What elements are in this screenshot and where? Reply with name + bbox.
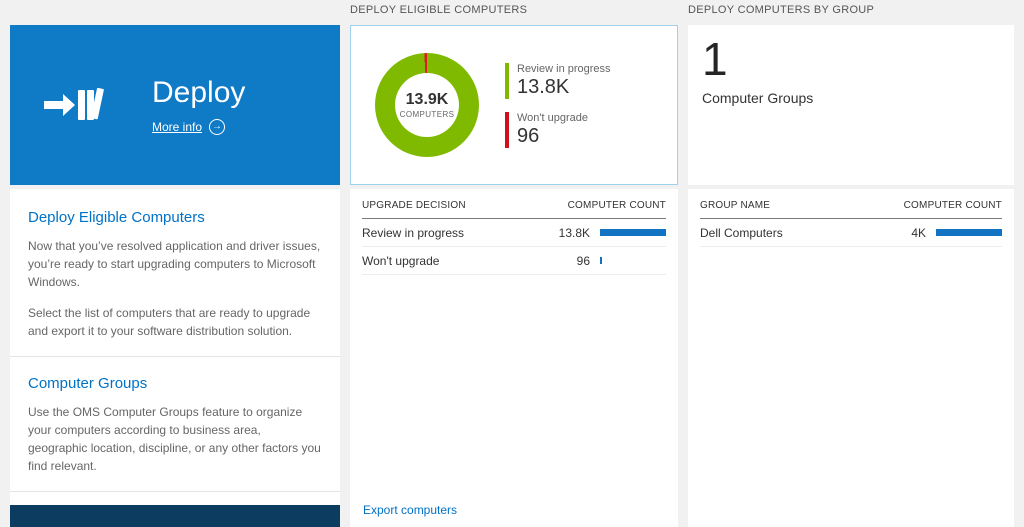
- row-label: Won't upgrade: [362, 253, 440, 268]
- deploy-icon: [42, 82, 104, 128]
- group-count: 1: [702, 33, 728, 85]
- table-row[interactable]: Review in progress 13.8K: [362, 219, 666, 247]
- eligible-computers-tile[interactable]: 13.9K COMPUTERS Review in progress 13.8K…: [350, 25, 678, 185]
- computer-groups-tile[interactable]: 1 Computer Groups: [688, 25, 1014, 185]
- row-bar-cell: [600, 257, 666, 264]
- donut-hole: [395, 73, 459, 137]
- count-bar: [936, 229, 1002, 236]
- legend-label: Review in progress: [517, 62, 611, 75]
- donut-center: 13.9K COMPUTERS: [375, 53, 479, 157]
- row-value: 4K: [911, 225, 926, 240]
- column-header-upgrade-decision: UPGRADE DECISION: [362, 200, 466, 211]
- section-heading-eligible: Deploy Eligible Computers: [28, 209, 205, 226]
- legend-wont-upgrade: Won't upgrade 96: [505, 111, 611, 148]
- deploy-tile-text: Deploy More info →: [152, 76, 245, 135]
- section-paragraph: Select the list of computers that are re…: [28, 306, 311, 338]
- legend-review-in-progress: Review in progress 13.8K: [505, 62, 611, 99]
- group-count-label: Computer Groups: [702, 89, 814, 106]
- row-bar-cell: [936, 229, 1002, 236]
- donut-total-label: COMPUTERS: [399, 110, 455, 119]
- row-bar-cell: [600, 229, 666, 236]
- section-heading-groups: Computer Groups: [28, 375, 148, 392]
- donut-total-value: 13.9K: [405, 91, 449, 108]
- section-paragraph: Now that you’ve resolved application and…: [28, 239, 321, 289]
- column-header-computer-count: COMPUTER COUNT: [567, 200, 666, 211]
- upgrade-decision-table-panel: UPGRADE DECISION COMPUTER COUNT Review i…: [350, 189, 678, 527]
- right-column-header: DEPLOY COMPUTERS BY GROUP: [688, 4, 875, 16]
- deploy-tile[interactable]: Deploy More info →: [10, 25, 340, 185]
- row-label: Dell Computers: [700, 225, 783, 240]
- section-divider: [10, 356, 340, 357]
- table-row[interactable]: Dell Computers 4K: [700, 219, 1002, 247]
- tile-title: Deploy: [152, 75, 246, 109]
- deploy-info-card: Deploy Eligible Computers Now that you’v…: [10, 189, 340, 505]
- section-paragraph: Use the OMS Computer Groups feature to o…: [28, 405, 321, 473]
- footer-strip: [10, 505, 340, 527]
- computers-by-group-column: 1 Computer Groups GROUP NAME COMPUTER CO…: [688, 25, 1014, 527]
- legend-label: Won't upgrade: [517, 111, 589, 124]
- table-header: UPGRADE DECISION COMPUTER COUNT: [362, 189, 666, 219]
- arrow-circle-icon: →: [209, 118, 226, 135]
- computers-donut-chart: 13.9K COMPUTERS: [375, 53, 479, 157]
- row-label: Review in progress: [362, 225, 465, 240]
- eligible-computers-column: 13.9K COMPUTERS Review in progress 13.8K…: [350, 25, 678, 527]
- table-header: GROUP NAME COMPUTER COUNT: [700, 189, 1002, 219]
- more-info-label: More info: [152, 119, 203, 134]
- count-bar: [600, 229, 666, 236]
- more-info-link[interactable]: More info →: [152, 118, 245, 135]
- legend-value: 96: [517, 124, 540, 147]
- section-divider: [10, 491, 340, 492]
- export-computers-link[interactable]: Export computers: [363, 503, 458, 517]
- legend-value: 13.8K: [517, 75, 570, 98]
- row-value: 13.8K: [558, 225, 590, 240]
- group-table-panel: GROUP NAME COMPUTER COUNT Dell Computers…: [688, 189, 1014, 527]
- table-row[interactable]: Won't upgrade 96: [362, 247, 666, 275]
- column-header-group-name: GROUP NAME: [700, 200, 771, 211]
- row-value: 96: [576, 253, 590, 268]
- count-bar: [600, 257, 602, 264]
- donut-legend: Review in progress 13.8K Won't upgrade 9…: [505, 62, 611, 148]
- column-header-computer-count: COMPUTER COUNT: [903, 200, 1002, 211]
- deploy-overview-column: Deploy More info → Deploy Eligible Compu…: [10, 25, 340, 527]
- middle-column-header: DEPLOY ELIGIBLE COMPUTERS: [350, 4, 528, 16]
